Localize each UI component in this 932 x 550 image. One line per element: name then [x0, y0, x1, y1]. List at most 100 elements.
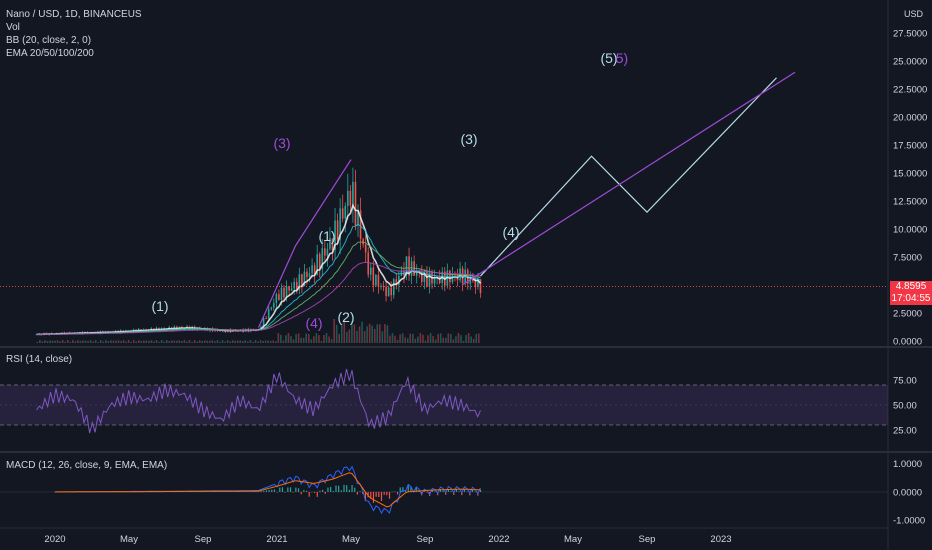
volume-bar	[346, 331, 348, 343]
wave-label[interactable]: (2)	[337, 309, 354, 325]
candle-body	[285, 286, 288, 298]
symbol-title[interactable]: Nano / USD, 1D, BINANCEUS	[6, 9, 142, 20]
volume-bar	[110, 340, 112, 343]
volume-bar	[135, 341, 138, 343]
macd-histogram-bar	[287, 487, 289, 492]
price-tick-label: 0.0000	[893, 337, 922, 348]
macd-histogram-bar	[316, 491, 318, 497]
wave-label[interactable]: (5)	[600, 50, 617, 66]
candle-body	[415, 271, 418, 276]
trend-line[interactable]	[461, 71, 796, 286]
volume-bar	[455, 336, 457, 343]
volume-bar	[399, 334, 401, 343]
macd-histogram-bar	[471, 489, 474, 492]
volume-bar	[318, 335, 320, 343]
candle-body	[331, 238, 334, 251]
volume-bar	[158, 341, 160, 343]
candle-body	[303, 271, 306, 287]
volume-bar	[330, 339, 333, 343]
candle-body	[428, 272, 431, 287]
volume-bar	[414, 338, 417, 343]
rsi-pane[interactable]	[0, 368, 888, 434]
wave-label[interactable]: (4)	[305, 315, 322, 331]
macd-histogram-bar	[338, 485, 340, 492]
candle-body	[387, 287, 390, 297]
bollinger-bands-label[interactable]: BB (20, close, 2, 0)	[6, 35, 92, 46]
macd-histogram-bar	[407, 484, 409, 492]
candle-body	[298, 274, 301, 290]
candle-body	[451, 274, 454, 283]
volume-bar	[61, 340, 64, 343]
volume-bar	[310, 339, 313, 343]
volume-bar	[137, 340, 140, 343]
wave-label[interactable]: (4)	[502, 224, 519, 240]
volume-bar	[236, 340, 239, 343]
volume-bar	[130, 341, 132, 343]
volume-bar	[470, 336, 472, 343]
macd-histogram-bar	[260, 491, 262, 492]
macd-pane[interactable]	[0, 465, 888, 515]
volume-bar	[269, 340, 272, 343]
volume-bar	[320, 340, 323, 343]
macd-tick-label: 1.0000	[893, 459, 922, 470]
volume-bar	[203, 340, 206, 343]
candle-body	[306, 271, 308, 278]
main-pane[interactable]: (1) (3) (1) (4) (2) (3) (4) (5)5)	[0, 50, 888, 343]
volume-bar	[389, 335, 391, 343]
volume-bar	[51, 340, 54, 343]
wave-label[interactable]: 5)	[616, 50, 628, 66]
candle-body	[392, 279, 395, 296]
macd-histogram-bar	[396, 491, 399, 495]
signal-line	[55, 472, 481, 508]
candle-body	[301, 274, 303, 287]
macd-histogram-bar	[453, 491, 455, 495]
wave-label[interactable]: (3)	[460, 131, 477, 147]
volume-bar	[287, 333, 290, 343]
macd-histogram-bar	[292, 491, 294, 493]
macd-tick-label: 0.0000	[893, 487, 922, 498]
macd-histogram-bar	[271, 489, 273, 492]
volume-indicator-label[interactable]: Vol	[6, 22, 20, 33]
rsi-tick-label: 25.00	[893, 426, 917, 437]
candle-body	[283, 287, 285, 298]
volume-bar	[41, 341, 44, 343]
chart-legend: Nano / USD, 1D, BINANCEUS Vol BB (20, cl…	[6, 8, 142, 60]
wave-label[interactable]: (1)	[318, 228, 335, 244]
wave-impulse-path[interactable]	[257, 159, 352, 328]
macd-histogram-bar	[439, 489, 441, 492]
candle-body	[410, 261, 413, 276]
volume-bar	[285, 335, 287, 343]
macd-histogram-bar	[359, 491, 361, 492]
volume-bar	[125, 341, 127, 343]
macd-histogram-bar	[362, 491, 364, 494]
candle-body	[275, 294, 278, 304]
x-tick-label: May	[342, 534, 360, 545]
volume-bar	[160, 340, 163, 343]
macd-histogram-bar	[249, 491, 251, 492]
ema-label[interactable]: EMA 20/50/100/200	[6, 48, 94, 59]
candle-body	[270, 307, 273, 310]
rsi-title[interactable]: RSI (14, close)	[6, 354, 73, 365]
macd-histogram-bar	[300, 491, 302, 495]
volume-bar	[178, 340, 181, 343]
macd-histogram-bar	[455, 489, 458, 492]
macd-histogram-bar	[356, 491, 358, 495]
wave-label[interactable]: (1)	[151, 298, 168, 314]
wave-label[interactable]: (3)	[273, 135, 290, 151]
candle-body	[438, 277, 441, 284]
volume-bar	[181, 341, 183, 343]
candle-body	[273, 303, 275, 308]
volume-bar	[394, 335, 396, 343]
macd-histogram-bar	[247, 491, 249, 492]
macd-title[interactable]: MACD (12, 26, close, 9, EMA, EMA)	[6, 460, 168, 471]
volume-bar	[132, 340, 135, 343]
wave-projection-path[interactable]	[480, 77, 777, 277]
candle-body	[336, 220, 339, 240]
volume-bar	[323, 334, 325, 343]
volume-bar	[429, 333, 432, 343]
volume-bar	[97, 341, 99, 343]
price-axis-unit: USD	[904, 9, 924, 19]
candle-body	[262, 318, 265, 327]
volume-bar	[229, 341, 231, 343]
